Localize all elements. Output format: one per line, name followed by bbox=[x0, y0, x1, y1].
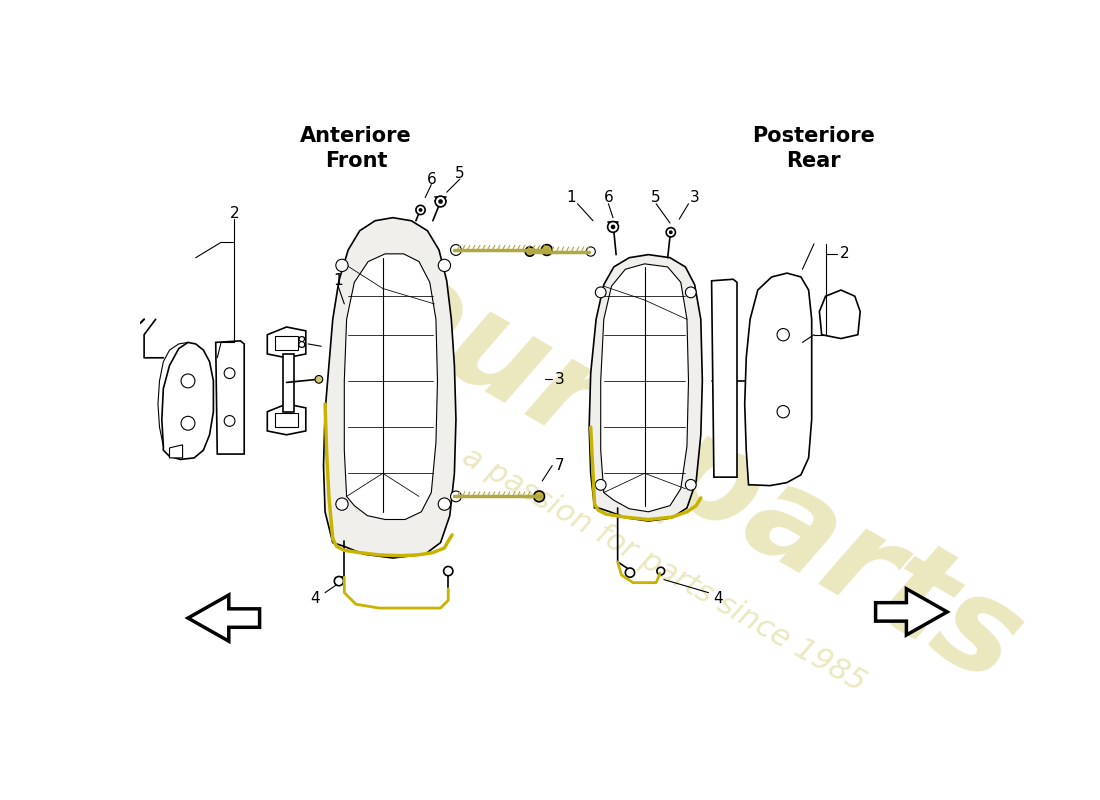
Polygon shape bbox=[323, 218, 455, 558]
Polygon shape bbox=[876, 589, 947, 635]
Circle shape bbox=[419, 208, 422, 212]
Circle shape bbox=[526, 247, 535, 256]
Polygon shape bbox=[169, 445, 183, 458]
Circle shape bbox=[534, 491, 544, 502]
Circle shape bbox=[315, 375, 322, 383]
Text: 3: 3 bbox=[556, 372, 564, 387]
Polygon shape bbox=[267, 327, 306, 358]
Circle shape bbox=[541, 245, 552, 255]
Circle shape bbox=[685, 479, 696, 490]
Polygon shape bbox=[267, 404, 306, 435]
Text: Anteriore: Anteriore bbox=[300, 126, 412, 146]
Text: Front: Front bbox=[324, 150, 387, 170]
Circle shape bbox=[685, 287, 696, 298]
Circle shape bbox=[182, 416, 195, 430]
Text: europarts: europarts bbox=[346, 236, 1043, 710]
Circle shape bbox=[438, 199, 443, 204]
Text: 5: 5 bbox=[455, 166, 464, 181]
Circle shape bbox=[334, 577, 343, 586]
Polygon shape bbox=[590, 254, 703, 521]
Text: 5: 5 bbox=[651, 190, 661, 205]
Circle shape bbox=[657, 567, 664, 575]
Text: 6: 6 bbox=[604, 190, 614, 205]
Circle shape bbox=[336, 259, 349, 271]
Polygon shape bbox=[275, 336, 298, 350]
Circle shape bbox=[669, 230, 673, 234]
Circle shape bbox=[451, 245, 461, 255]
Text: 4: 4 bbox=[713, 590, 723, 606]
Text: 3: 3 bbox=[690, 190, 700, 205]
Circle shape bbox=[777, 406, 790, 418]
Polygon shape bbox=[216, 341, 244, 454]
Text: 6: 6 bbox=[427, 172, 437, 186]
Text: 7: 7 bbox=[556, 458, 564, 473]
Circle shape bbox=[610, 225, 615, 230]
Circle shape bbox=[607, 222, 618, 232]
Circle shape bbox=[438, 498, 451, 510]
Circle shape bbox=[336, 498, 349, 510]
Text: 8: 8 bbox=[297, 337, 307, 351]
Circle shape bbox=[224, 415, 235, 426]
Circle shape bbox=[451, 491, 461, 502]
Circle shape bbox=[224, 368, 235, 378]
Circle shape bbox=[625, 568, 635, 578]
Polygon shape bbox=[188, 595, 260, 641]
Circle shape bbox=[667, 228, 675, 237]
Text: Rear: Rear bbox=[786, 150, 840, 170]
Circle shape bbox=[182, 374, 195, 388]
Circle shape bbox=[436, 196, 446, 207]
Text: 1: 1 bbox=[566, 190, 576, 205]
Circle shape bbox=[595, 287, 606, 298]
Text: a passion for parts since 1985: a passion for parts since 1985 bbox=[456, 442, 871, 698]
Text: 4: 4 bbox=[310, 590, 320, 606]
Text: Posteriore: Posteriore bbox=[752, 126, 876, 146]
Circle shape bbox=[595, 479, 606, 490]
Circle shape bbox=[416, 206, 426, 214]
Polygon shape bbox=[162, 342, 213, 459]
Text: 2: 2 bbox=[230, 206, 239, 221]
Polygon shape bbox=[820, 290, 860, 338]
Circle shape bbox=[438, 259, 451, 271]
Circle shape bbox=[777, 329, 790, 341]
Polygon shape bbox=[344, 254, 438, 519]
Text: 1: 1 bbox=[333, 274, 343, 288]
Polygon shape bbox=[275, 414, 298, 427]
Polygon shape bbox=[745, 273, 812, 486]
Circle shape bbox=[586, 247, 595, 256]
Circle shape bbox=[443, 566, 453, 576]
Polygon shape bbox=[712, 279, 737, 477]
Polygon shape bbox=[283, 354, 295, 412]
Text: 2: 2 bbox=[840, 246, 849, 262]
Polygon shape bbox=[601, 264, 689, 512]
